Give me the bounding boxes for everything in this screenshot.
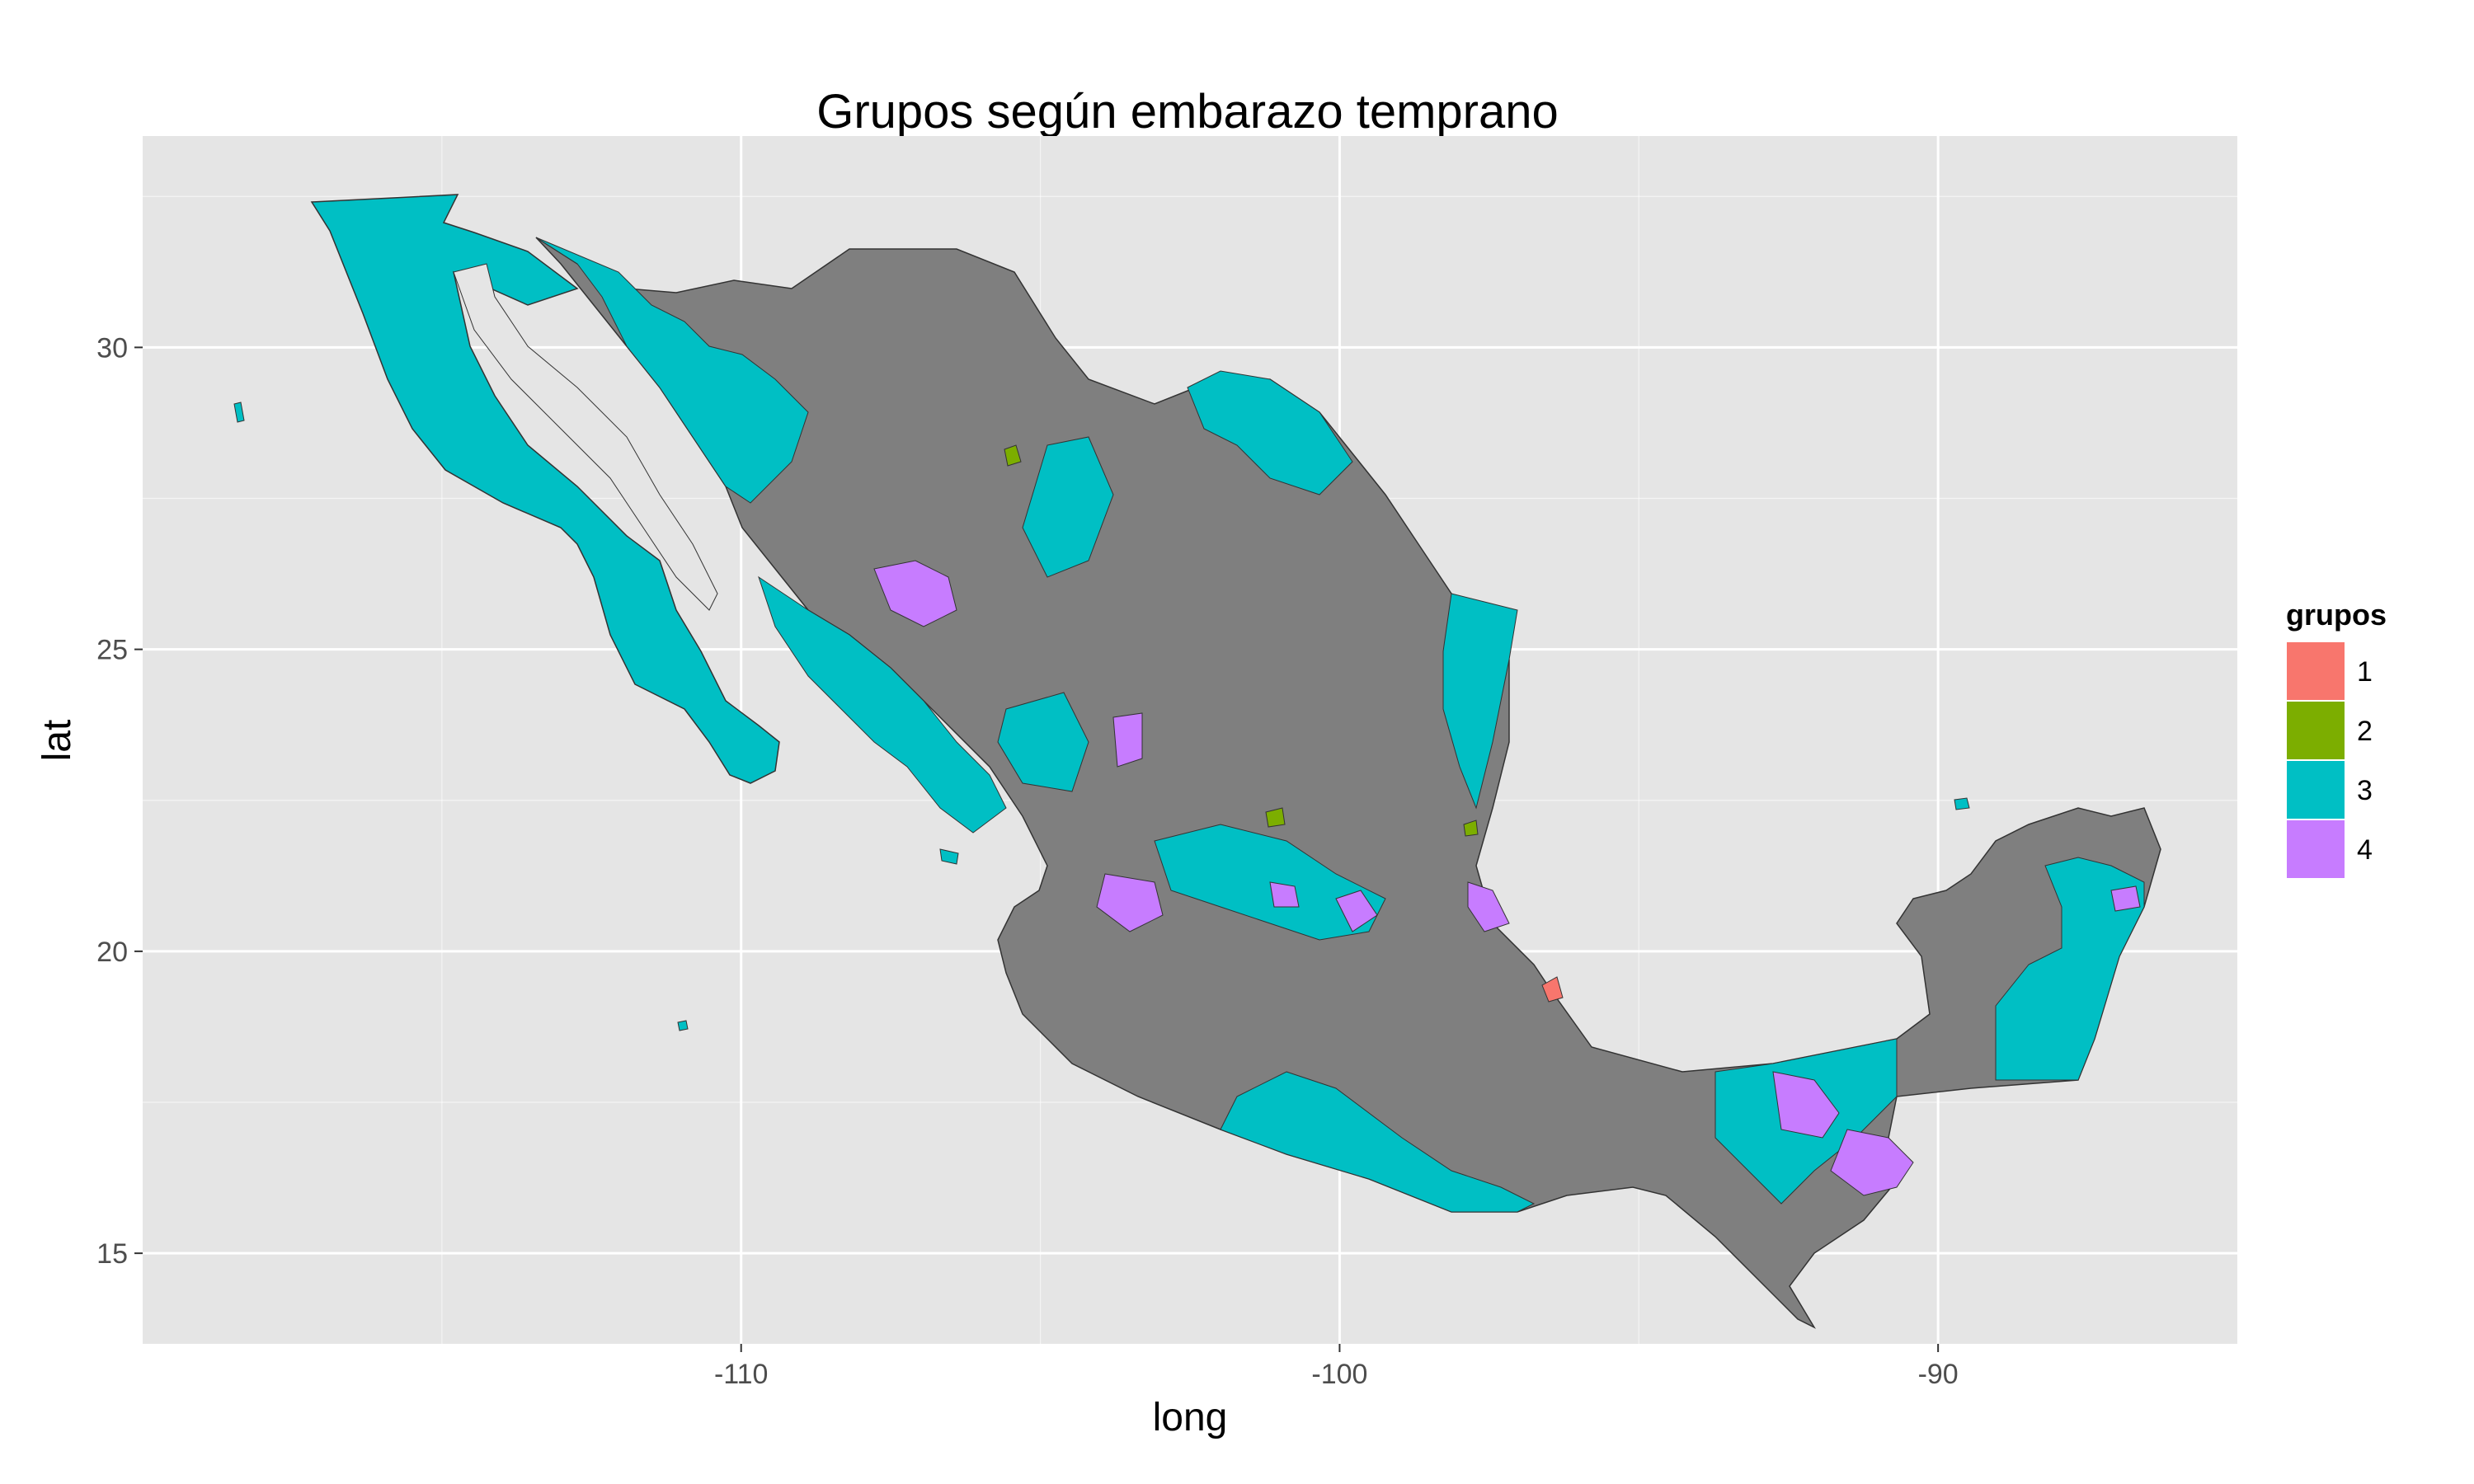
legend-key-4 [2285, 819, 2346, 880]
y-tick-label: 25 [96, 635, 128, 666]
y-tick-label: 30 [96, 332, 128, 364]
legend: grupos 1 2 3 4 [2285, 598, 2387, 880]
x-tick-label: -110 [714, 1359, 769, 1390]
x-axis-title: long [1153, 1396, 1228, 1439]
group2-area-1 [1004, 444, 1022, 467]
group2-area-2 [1265, 807, 1286, 828]
legend-label-4: 4 [2357, 834, 2373, 866]
chart-title: Grupos según embarazo temprano [816, 85, 1559, 139]
legend-label-3: 3 [2357, 775, 2373, 806]
y-axis-ticks: 15 20 25 30 [96, 332, 143, 1270]
tres-marias-island [939, 848, 959, 865]
legend-key-1 [2285, 641, 2346, 702]
group4-area-8 [2110, 885, 2141, 912]
y-axis-title: lat [35, 720, 79, 762]
group4-area-6 [1772, 1071, 1840, 1139]
group1-area-1 [1541, 976, 1564, 1003]
coahuila-region [1187, 370, 1353, 495]
legend-label-1: 1 [2357, 656, 2373, 688]
x-tick-label: -90 [1918, 1359, 1959, 1390]
guadalupe-island [233, 402, 245, 423]
x-tick-label: -100 [1311, 1359, 1367, 1390]
group4-area-2 [1112, 712, 1143, 768]
x-axis-ticks: -110 -100 -90 [714, 1344, 1959, 1390]
revillagigedo-island [677, 1020, 689, 1031]
tamaulipas-coast-region [1442, 593, 1518, 810]
gulf-of-california [453, 263, 718, 611]
group4-area-1 [873, 560, 957, 627]
legend-key-3 [2285, 759, 2346, 820]
y-tick-label: 20 [96, 937, 128, 968]
group4-area-4 [1335, 890, 1378, 932]
legend-title: grupos [2286, 598, 2387, 632]
pacific-coast-region [758, 575, 1007, 834]
group4-area-5 [1467, 881, 1510, 932]
legend-key-2 [2285, 700, 2346, 761]
arrecife-alacranes-island [1954, 797, 1970, 810]
mexico-map [233, 194, 2161, 1329]
group2-area-3 [1463, 819, 1479, 837]
sonora-region [535, 237, 809, 504]
chihuahua-east-region [1022, 436, 1114, 578]
yucatan-region [1995, 857, 2145, 1081]
group4-area-7 [1830, 1129, 1914, 1196]
guerrero-coast-region [1220, 1071, 1536, 1213]
legend-label-2: 2 [2357, 716, 2373, 747]
baja-california-region [310, 194, 780, 784]
group4-area-3 [1096, 873, 1164, 932]
group4-area-9 [1269, 881, 1300, 908]
y-tick-label: 15 [96, 1238, 128, 1270]
durango-region [997, 692, 1089, 792]
